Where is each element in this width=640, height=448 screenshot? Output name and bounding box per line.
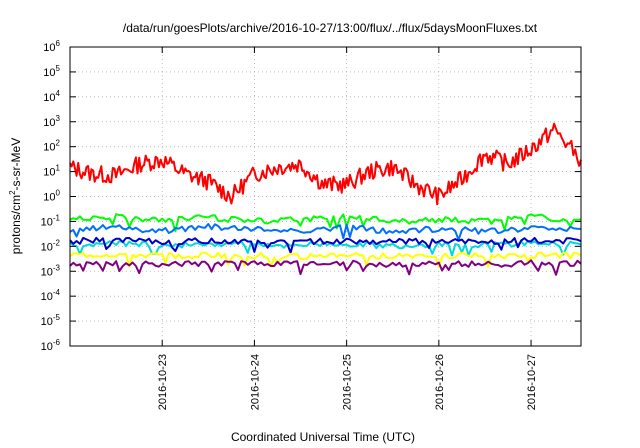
x-tick-label: 2016-10-25 — [342, 354, 354, 410]
y-axis-label-base: protons/cm — [9, 195, 23, 254]
y-tick-label: 10-5 — [41, 313, 61, 328]
y-tick-label: 105 — [43, 64, 60, 79]
series-line-3 — [69, 223, 582, 241]
x-axis-label: Coordinated Universal Time (UTC) — [231, 430, 415, 444]
y-tick-label: 102 — [43, 139, 60, 154]
y-tick-label: 101 — [43, 164, 60, 179]
y-tick-label-base: 10 — [41, 341, 53, 353]
x-tick-label: 2016-10-24 — [249, 354, 261, 410]
y-tick-label-base: 10 — [43, 117, 55, 129]
y-tick-label-base: 10 — [43, 42, 55, 54]
y-tick-label-base: 10 — [41, 241, 53, 253]
y-tick-label-exponent: -6 — [53, 338, 61, 347]
series-line-6 — [69, 251, 582, 268]
series-line-2 — [69, 213, 582, 233]
y-tick-label-exponent: 2 — [56, 139, 61, 148]
y-tick-label-exponent: -1 — [53, 213, 61, 222]
x-tick-label: 2016-10-26 — [434, 354, 446, 410]
y-tick-label-base: 10 — [41, 291, 53, 303]
y-tick-label-exponent: -3 — [53, 263, 61, 272]
y-axis-label-rest: -s-sr-MeV — [9, 138, 23, 191]
series-line-1 — [69, 122, 582, 206]
y-tick-label: 106 — [43, 39, 60, 54]
svg-text:protons/cm2-s-sr-MeV: protons/cm2-s-sr-MeV — [8, 138, 23, 254]
y-tick-label: 103 — [43, 114, 60, 129]
y-tick-label-base: 10 — [43, 67, 55, 79]
chart-title: /data/run/goesPlots/archive/2016-10-27/1… — [123, 21, 538, 35]
y-tick-label: 10-3 — [41, 263, 61, 278]
y-tick-label: 10-6 — [41, 338, 61, 353]
y-tick-label: 10-1 — [41, 213, 61, 228]
y-tick-label-exponent: 0 — [56, 189, 61, 198]
y-tick-label-exponent: 4 — [56, 89, 61, 98]
y-tick-label-exponent: 3 — [56, 114, 61, 123]
y-tick-label-base: 10 — [41, 216, 53, 228]
y-tick-label-base: 10 — [41, 266, 53, 278]
y-tick-label-exponent: -4 — [53, 288, 61, 297]
x-tick-label: 2016-10-27 — [526, 354, 538, 410]
y-tick-label-exponent: -5 — [53, 313, 61, 322]
y-tick-label: 10-2 — [41, 238, 61, 253]
y-tick-label-exponent: 6 — [56, 39, 61, 48]
y-tick-label-exponent: -2 — [53, 238, 61, 247]
series-line-5 — [69, 236, 582, 254]
series-line-7 — [69, 259, 582, 276]
y-tick-label-base: 10 — [43, 92, 55, 104]
y-tick-label: 10-4 — [41, 288, 61, 303]
y-axis-label-sup: 2 — [8, 190, 17, 195]
y-tick-label: 100 — [43, 189, 60, 204]
y-axis-label: protons/cm2-s-sr-MeV — [8, 138, 23, 254]
x-tick-label: 2016-10-23 — [157, 354, 169, 410]
ticks: 10-610-510-410-310-210-11001011021031041… — [41, 39, 581, 410]
y-tick-label-base: 10 — [41, 316, 53, 328]
series-lines — [69, 122, 582, 276]
y-tick-label-exponent: 1 — [56, 164, 61, 173]
y-tick-label-base: 10 — [43, 167, 55, 179]
y-tick-label-base: 10 — [43, 192, 55, 204]
y-tick-label-base: 10 — [43, 142, 55, 154]
y-tick-label: 104 — [43, 89, 60, 104]
y-tick-label-exponent: 5 — [56, 64, 61, 73]
